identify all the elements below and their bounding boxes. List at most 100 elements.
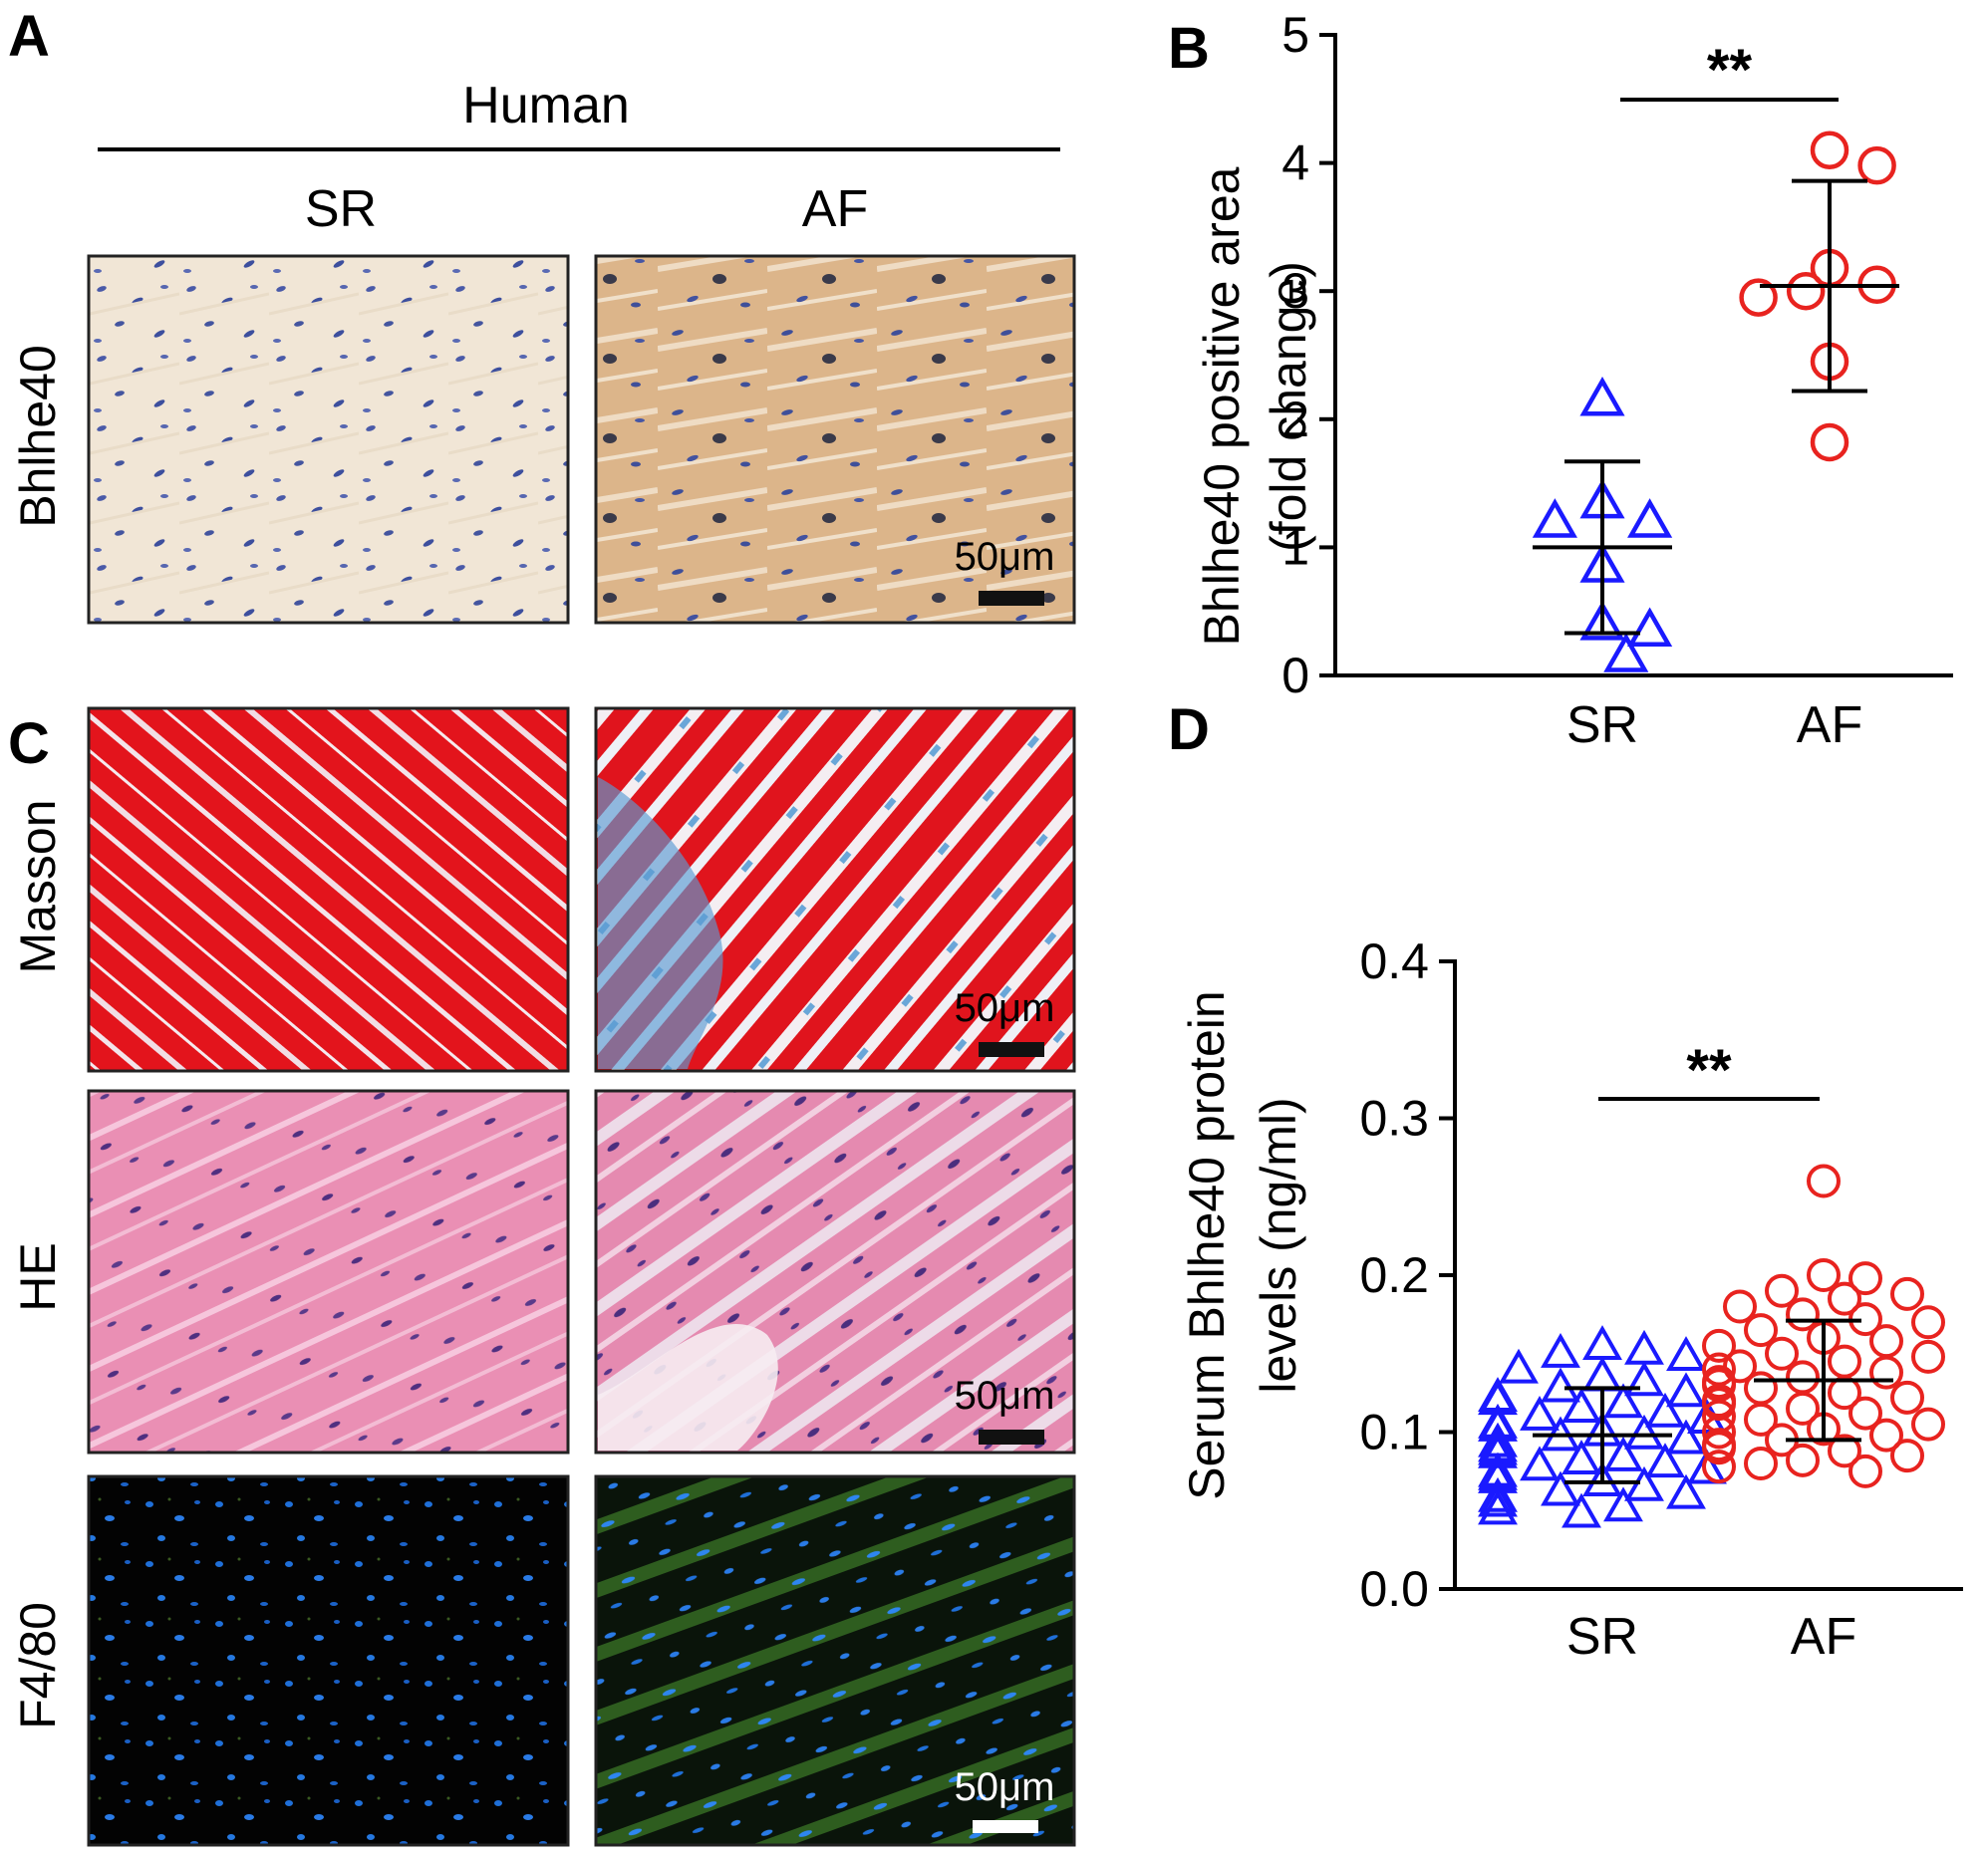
y-axis-label: Bhlhe40 positive area [1194, 166, 1250, 646]
point-sr [1624, 1465, 1664, 1501]
point-af [1786, 1297, 1820, 1332]
point-af [1723, 1289, 1757, 1324]
scale-bar [973, 1820, 1038, 1833]
panel-letter-a: A [8, 4, 50, 69]
point-af [1702, 1450, 1736, 1484]
point-af [1744, 1313, 1778, 1348]
point-sr [1666, 1419, 1706, 1455]
x-tick-label: SR [1566, 696, 1638, 754]
point-sr [1541, 1367, 1580, 1403]
point-af [1786, 271, 1826, 311]
point-af [1807, 1164, 1841, 1198]
row-label-bhlhe40: Bhlhe40 [10, 345, 66, 528]
point-af [1744, 1447, 1778, 1480]
point-af [1848, 1396, 1882, 1431]
point-af [1848, 1261, 1882, 1296]
point-af [1890, 1380, 1924, 1415]
point-sr [1687, 1449, 1727, 1484]
point-af [1786, 1360, 1820, 1395]
point-sr [1666, 1473, 1706, 1509]
image-masson-sr [87, 706, 570, 1073]
column-label-sr: SR [305, 180, 377, 238]
point-af [1744, 1402, 1778, 1437]
point-sr [1562, 1440, 1601, 1474]
point-sr [1666, 1372, 1706, 1408]
y-tick-label: 3 [1281, 263, 1309, 319]
point-sr [1579, 601, 1625, 641]
point-sr [1627, 607, 1673, 648]
point-sr [1562, 1492, 1601, 1528]
scale-bar-label: 50μm [955, 986, 1055, 1030]
point-af [1911, 1305, 1945, 1340]
point-af [1765, 1336, 1799, 1371]
image-f480-sr [87, 1474, 570, 1847]
point-af [1848, 1454, 1882, 1488]
point-sr [1666, 1336, 1706, 1372]
point-af [1828, 1376, 1861, 1411]
image-f480-af [594, 1474, 1076, 1847]
point-af [1786, 1443, 1820, 1477]
group-label-human: Human [462, 77, 630, 134]
point-af [1810, 422, 1849, 462]
row-label-he: HE [10, 1242, 66, 1311]
point-af [1911, 1339, 1945, 1374]
he-white-region [598, 1323, 778, 1451]
column-label-af: AF [802, 180, 868, 238]
image-he-sr [87, 1089, 570, 1455]
x-tick-label: AF [1797, 696, 1862, 754]
y-tick-label: 0 [1281, 648, 1309, 703]
point-sr [1520, 1446, 1560, 1481]
point-af [1857, 145, 1896, 185]
point-sr [1579, 377, 1625, 416]
y-tick-label: 4 [1281, 135, 1309, 191]
point-af [1744, 1371, 1778, 1406]
point-af [1702, 1328, 1736, 1363]
point-sr [1562, 1388, 1601, 1424]
point-af [1828, 1434, 1861, 1468]
chart-b: 0 1 2 3 4 5 Bhlhe40 positive area (fold change)… [1194, 7, 1953, 754]
y-axis-label: levels (ng/ml) [1251, 1097, 1306, 1393]
point-sr [1624, 1414, 1664, 1450]
point-af [1890, 1439, 1924, 1473]
y-tick-label: 0.2 [1359, 1247, 1429, 1303]
point-sr [1627, 498, 1673, 538]
point-sr [1582, 1325, 1622, 1361]
point-sr [1603, 1383, 1643, 1419]
point-af [1807, 1258, 1841, 1292]
image-bhlhe40-af [594, 254, 1076, 625]
point-sr [1478, 1476, 1518, 1512]
y-tick-label: 0.1 [1359, 1405, 1429, 1460]
scale-bar [979, 1430, 1044, 1445]
scale-bar [979, 591, 1044, 606]
point-af [1828, 1344, 1861, 1379]
panel-letter-d: D [1168, 697, 1210, 762]
y-tick-label: 2 [1281, 392, 1309, 447]
point-af [1911, 1407, 1945, 1442]
fibrosis-region [598, 777, 723, 1069]
point-sr [1478, 1481, 1518, 1517]
point-sr [1541, 1332, 1580, 1368]
point-sr [1520, 1395, 1560, 1431]
panel-letter-b: B [1168, 16, 1210, 81]
image-bhlhe40-sr [87, 254, 570, 625]
y-tick-label: 5 [1281, 7, 1309, 63]
point-sr [1645, 1443, 1685, 1478]
point-af [1786, 1391, 1820, 1426]
chart-d: 0.0 0.1 0.2 0.3 0.4 Serum Bhlhe40 protein leve… [1179, 933, 1963, 1666]
point-af [1828, 1281, 1861, 1316]
scale-bar-label: 50μm [955, 535, 1055, 579]
point-sr [1541, 1470, 1580, 1506]
point-sr [1582, 1461, 1622, 1497]
point-af [1869, 1418, 1903, 1453]
point-af [1869, 1324, 1903, 1359]
significance-label: ** [1707, 38, 1753, 103]
point-af [1890, 1276, 1924, 1311]
point-sr [1478, 1489, 1518, 1525]
point-af [1869, 1355, 1903, 1390]
point-af [1702, 1415, 1736, 1450]
point-sr [1603, 1436, 1643, 1471]
point-sr [1624, 1361, 1664, 1397]
point-af [1702, 1431, 1736, 1465]
y-axis-label: (fold change) [1261, 261, 1316, 552]
